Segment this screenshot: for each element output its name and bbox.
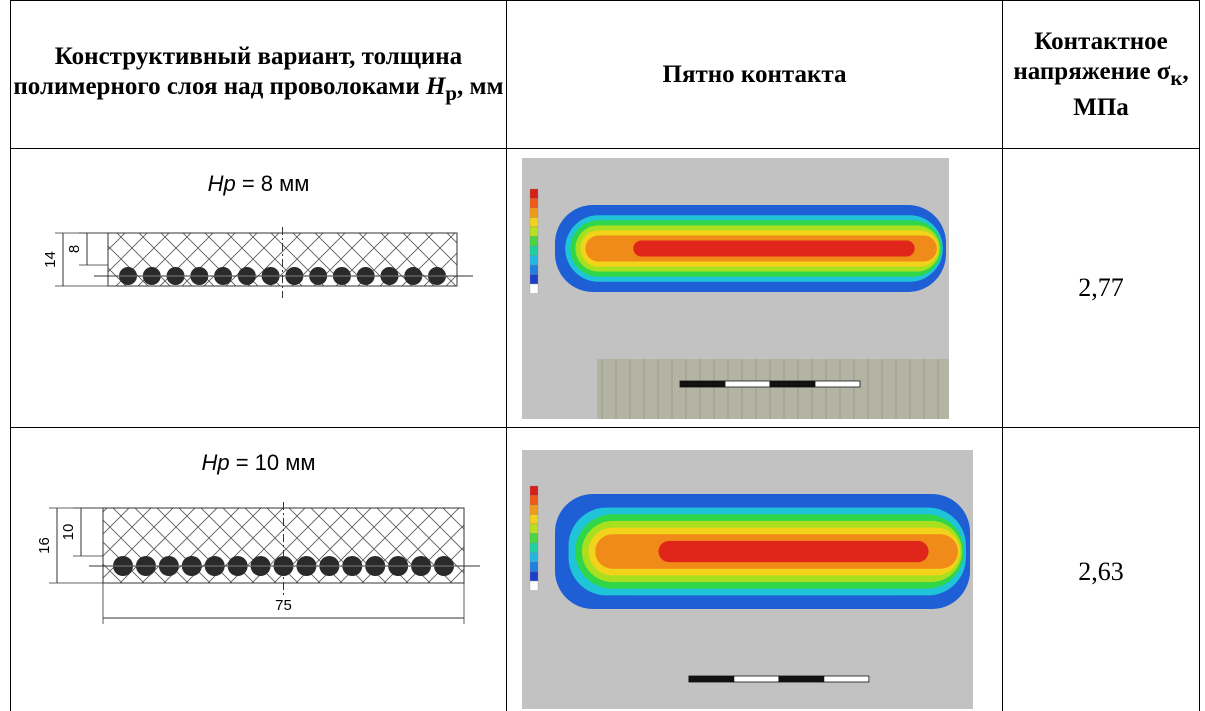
scale-bar: [770, 381, 815, 387]
scale-bar: [734, 676, 779, 682]
legend-swatch: [530, 524, 538, 534]
stress-cell: 2,77: [1002, 148, 1200, 428]
legend-swatch: [530, 208, 538, 218]
dimension-label: 10: [60, 524, 77, 541]
legend-swatch: [530, 496, 538, 506]
legend-swatch: [530, 562, 538, 572]
legend-swatch: [530, 505, 538, 515]
legend-swatch: [530, 284, 538, 294]
dimension-label: 14: [42, 251, 59, 268]
legend-swatch: [530, 543, 538, 553]
figure: 14 8: [11, 149, 506, 427]
header-text: Контактное напряжение: [1013, 28, 1167, 85]
legend-swatch: [530, 515, 538, 525]
header-text: Контактное напряжение σк, МПа: [1003, 27, 1199, 123]
header-text: Конструктивный вариант, толщина полимерн…: [11, 42, 506, 108]
stress-value: 2,77: [1078, 273, 1124, 303]
legend-swatch: [530, 534, 538, 544]
legend-swatch: [530, 256, 538, 266]
legend-swatch: [530, 218, 538, 228]
page: Конструктивный вариант, толщина полимерн…: [0, 0, 1205, 711]
figure: 16 10 75: [11, 428, 506, 711]
legend-swatch: [530, 581, 538, 591]
figure: [507, 149, 1002, 427]
contact-cell: [506, 148, 1003, 428]
contour-band: [633, 240, 914, 256]
legend-swatch: [530, 237, 538, 247]
header-cell: Контактное напряжение σк, МПа: [1002, 0, 1200, 149]
scale-bar: [779, 676, 824, 682]
dimension-label: 75: [275, 597, 292, 614]
header-text: Конструктивный вариант, толщина полимерн…: [13, 43, 462, 100]
stress-cell: 2,63: [1002, 427, 1200, 711]
legend-swatch: [530, 189, 538, 199]
dimension-label: 16: [36, 537, 53, 554]
subscript: р: [445, 81, 457, 105]
legend-swatch: [530, 227, 538, 237]
scale-bar: [680, 381, 725, 387]
figure: [507, 428, 1002, 711]
header-text: Пятно контакта: [663, 60, 847, 90]
contour-band: [659, 541, 929, 562]
header-cell: Конструктивный вариант, толщина полимерн…: [10, 0, 507, 149]
symbol: H: [426, 73, 445, 100]
scale-bar: [815, 381, 860, 387]
legend-swatch: [530, 553, 538, 563]
scale-bar: [689, 676, 734, 682]
legend-swatch: [530, 572, 538, 582]
stress-value: 2,63: [1078, 557, 1124, 587]
legend-swatch: [530, 246, 538, 256]
contact-cell: [506, 427, 1003, 711]
scale-bar: [824, 676, 869, 682]
dimension-label: 8: [66, 245, 83, 253]
unit: , мм: [457, 73, 504, 100]
legend-swatch: [530, 199, 538, 209]
header-cell: Пятно контакта: [506, 0, 1003, 149]
subscript: к: [1170, 66, 1182, 90]
legend-swatch: [530, 275, 538, 285]
scale-bar: [725, 381, 770, 387]
legend-swatch: [530, 486, 538, 496]
symbol: σ: [1157, 58, 1171, 85]
legend-swatch: [530, 265, 538, 275]
